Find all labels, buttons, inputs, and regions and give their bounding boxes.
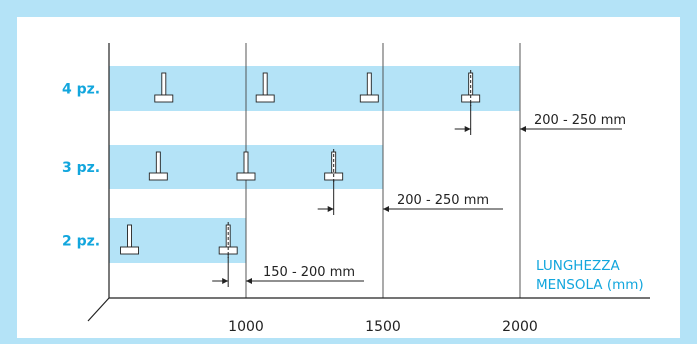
- x-axis-title-line1: LUNGHEZZA: [536, 258, 620, 274]
- bracket-measured: [218, 222, 238, 258]
- bracket: [154, 72, 174, 103]
- dimension-markers: 200 - 250 mm 200 - 250 mm 150 - 200 mm: [212, 102, 626, 287]
- dimension-marker: 150 - 200 mm: [212, 254, 364, 287]
- dimension-label: 150 - 200 mm: [263, 265, 355, 280]
- row-label: 4 pz.: [62, 82, 100, 98]
- dimension-marker: 200 - 250 mm: [317, 180, 503, 215]
- brackets: [120, 70, 481, 258]
- arrowhead-right: [520, 126, 526, 132]
- arrowhead-left: [327, 206, 334, 212]
- bracket-base: [236, 172, 256, 181]
- bracket-stem: [243, 151, 249, 174]
- dimension-marker: 200 - 250 mm: [454, 102, 626, 135]
- arrowhead-right: [383, 206, 389, 212]
- row-label: 3 pz.: [62, 160, 100, 176]
- x-axis-title-line2: MENSOLA (mm): [536, 277, 644, 293]
- bracket-stem: [366, 72, 372, 96]
- bracket-base: [154, 94, 174, 103]
- bracket: [359, 72, 379, 103]
- x-tick-label: 1500: [365, 319, 401, 335]
- x-tick-label: 2000: [502, 319, 538, 335]
- frame-top: [0, 0, 697, 17]
- bracket: [120, 224, 140, 255]
- x-tick-labels: 1000 1500 2000: [228, 319, 538, 335]
- row-label: 2 pz.: [62, 234, 100, 250]
- row-labels: 4 pz. 3 pz. 2 pz.: [62, 82, 100, 250]
- bracket-base: [148, 172, 168, 181]
- row-band: [109, 66, 520, 111]
- bracket-stem: [161, 72, 167, 96]
- bracket-stem: [127, 224, 133, 248]
- bracket-stem: [155, 151, 161, 174]
- bracket-base: [255, 94, 275, 103]
- dimension-label: 200 - 250 mm: [534, 113, 626, 128]
- arrowhead-right: [246, 278, 252, 284]
- frame-bottom: [0, 338, 697, 344]
- bracket: [236, 151, 256, 181]
- x-tick-label: 1000: [228, 319, 264, 335]
- bracket-base: [120, 246, 140, 255]
- bracket-base: [359, 94, 379, 103]
- frame-right: [680, 0, 697, 344]
- axis-origin-diagonal: [87, 297, 110, 322]
- arrowhead-left: [222, 278, 229, 284]
- bracket: [255, 72, 275, 103]
- bracket-measured: [461, 70, 481, 106]
- frame-left: [0, 0, 17, 344]
- dimension-label: 200 - 250 mm: [397, 193, 489, 208]
- arrowhead-left: [464, 126, 471, 132]
- bracket-stem: [262, 72, 268, 96]
- bracket: [148, 151, 168, 181]
